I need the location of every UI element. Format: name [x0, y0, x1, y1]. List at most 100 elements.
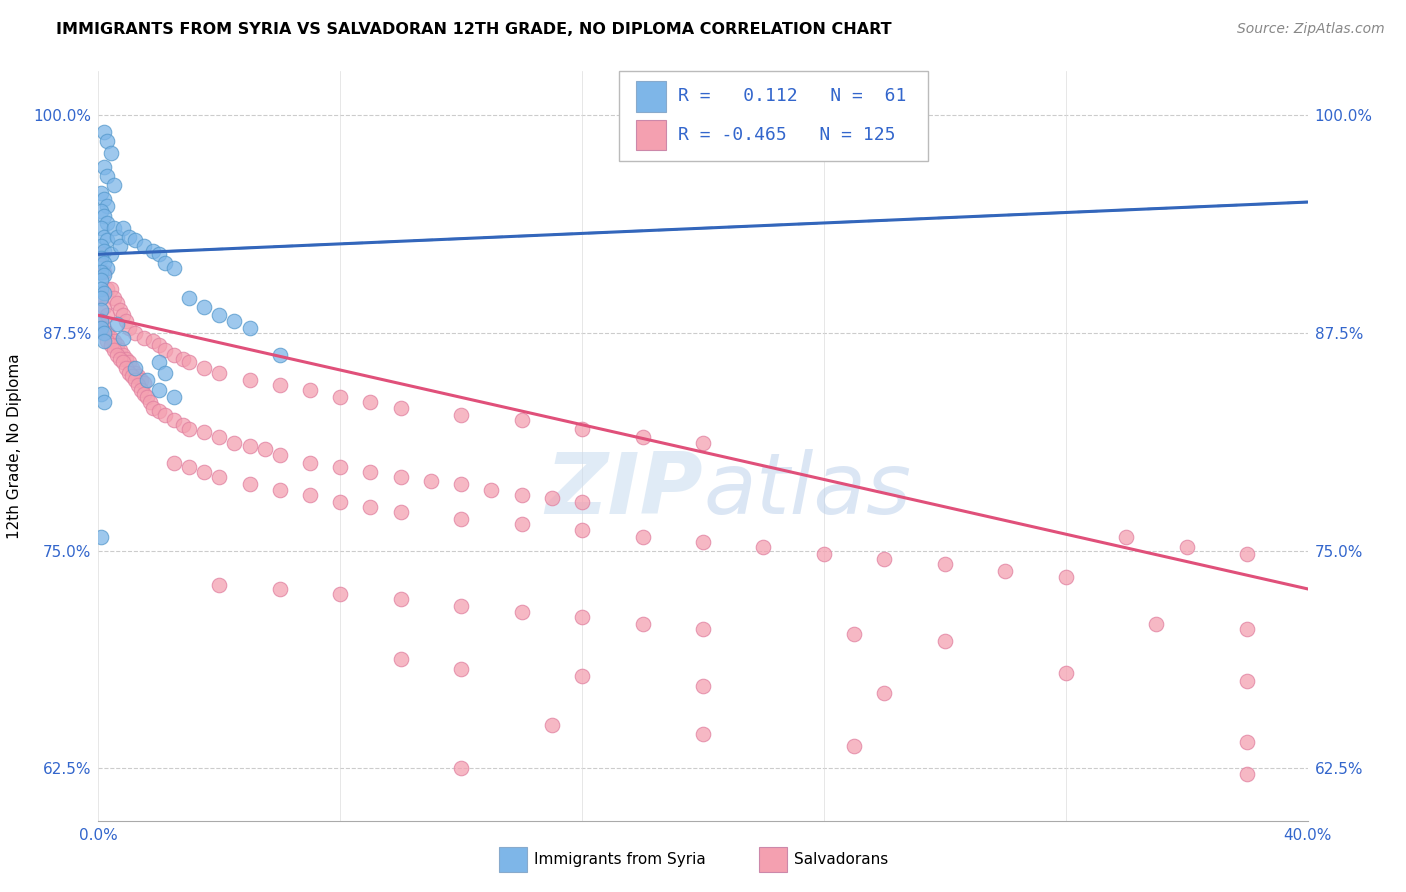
Point [1236, 622, 1258, 636]
Point [692, 435, 714, 450]
Point [96, 326, 118, 340]
Point [90, 247, 112, 261]
Point [93, 256, 115, 270]
Point [571, 421, 593, 435]
Point [93, 244, 115, 258]
Point [450, 662, 472, 676]
Point [179, 355, 201, 369]
Point [90, 186, 112, 201]
Y-axis label: 12th Grade, No Diploma: 12th Grade, No Diploma [7, 353, 22, 539]
Point [179, 291, 201, 305]
Point [571, 609, 593, 624]
Point [142, 244, 165, 258]
Point [90, 291, 112, 305]
Point [111, 355, 134, 369]
Point [93, 334, 115, 349]
Point [129, 373, 152, 387]
Point [389, 470, 412, 484]
Point [389, 401, 412, 415]
Point [571, 495, 593, 509]
Point [148, 404, 170, 418]
Point [93, 300, 115, 314]
Point [844, 739, 866, 753]
Point [93, 209, 115, 223]
Point [153, 256, 176, 270]
Point [93, 395, 115, 409]
Point [148, 383, 170, 397]
Point [1054, 570, 1077, 584]
Point [96, 233, 118, 247]
Text: Immigrants from Syria: Immigrants from Syria [534, 853, 706, 867]
Point [208, 578, 231, 592]
Point [692, 622, 714, 636]
Point [450, 599, 472, 614]
Point [329, 459, 352, 474]
Point [239, 373, 262, 387]
Text: Salvadorans: Salvadorans [794, 853, 889, 867]
Point [389, 505, 412, 519]
Point [118, 355, 141, 369]
Point [299, 488, 322, 502]
Point [510, 488, 533, 502]
Point [124, 360, 146, 375]
Point [90, 386, 112, 401]
Point [90, 530, 112, 544]
Point [692, 726, 714, 740]
Point [100, 338, 122, 352]
Point [142, 401, 165, 415]
Point [148, 338, 170, 352]
Point [239, 477, 262, 491]
Point [1236, 674, 1258, 689]
Point [124, 233, 146, 247]
Point [132, 238, 155, 252]
Point [114, 360, 136, 375]
Point [90, 203, 112, 218]
Point [1115, 530, 1137, 544]
Point [269, 483, 291, 497]
Point [631, 616, 654, 631]
Point [1236, 547, 1258, 561]
Point [360, 465, 382, 479]
Point [420, 474, 443, 488]
Point [148, 247, 170, 261]
Point [103, 221, 125, 235]
Point [90, 273, 112, 287]
Point [389, 592, 412, 607]
Point [90, 313, 112, 327]
Point [93, 160, 115, 174]
Point [153, 366, 176, 380]
Text: ZIP: ZIP [546, 450, 703, 533]
Point [111, 331, 134, 345]
Point [103, 291, 125, 305]
Point [132, 376, 155, 391]
Point [103, 178, 125, 192]
Point [93, 192, 115, 206]
Point [90, 251, 112, 265]
Point [510, 413, 533, 427]
Point [299, 457, 322, 471]
Text: IMMIGRANTS FROM SYRIA VS SALVADORAN 12TH GRADE, NO DIPLOMA CORRELATION CHART: IMMIGRANTS FROM SYRIA VS SALVADORAN 12TH… [56, 22, 891, 37]
Point [172, 418, 194, 433]
Point [105, 338, 128, 352]
Point [163, 457, 186, 471]
Point [163, 348, 186, 362]
Point [329, 587, 352, 601]
Point [153, 343, 176, 358]
Point [540, 491, 562, 506]
Point [118, 230, 141, 244]
Point [96, 308, 118, 322]
Point [124, 326, 146, 340]
Point [873, 552, 896, 566]
Point [96, 169, 118, 183]
Point [450, 512, 472, 526]
Point [132, 331, 155, 345]
Point [111, 308, 134, 322]
Point [96, 261, 118, 276]
Point [239, 439, 262, 453]
Point [934, 558, 956, 572]
Point [224, 435, 246, 450]
Point [1054, 665, 1077, 680]
Point [179, 421, 201, 435]
Point [100, 247, 122, 261]
Point [193, 425, 215, 439]
